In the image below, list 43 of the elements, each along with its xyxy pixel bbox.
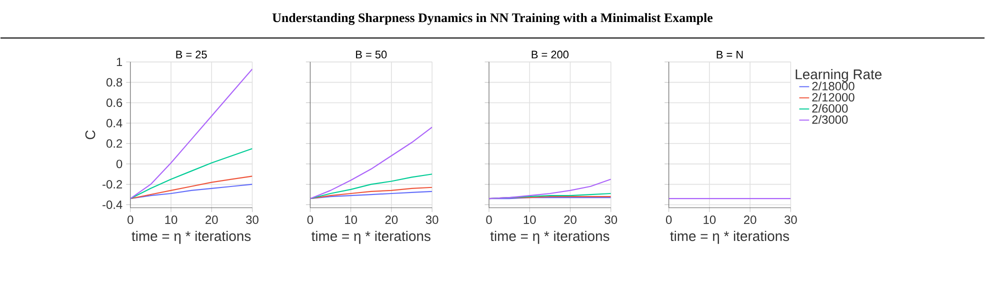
text: Understanding Sharpness Dynamics in NN Training with a Minimalist Example xyxy=(272,13,713,26)
y-tick-label: 0 xyxy=(116,160,122,168)
chart-title: B = N xyxy=(716,51,743,59)
x-tick-label: 20 xyxy=(744,216,756,224)
x-axis-title: time = η * iterations xyxy=(490,230,610,244)
y-tick-label: 0.2 xyxy=(106,139,122,148)
x-tick-label: 0 xyxy=(128,216,134,224)
x-tick-label: 30 xyxy=(246,216,258,224)
line-series xyxy=(130,176,252,200)
chart-title: B = 200 xyxy=(532,50,569,59)
x-tick-label: 0 xyxy=(666,216,672,224)
y-tick-label: -0.4 xyxy=(102,200,122,210)
legend-title: Learning Rate xyxy=(796,69,882,82)
x-tick-label: 30 xyxy=(604,216,618,224)
legend-label: 2/18000 xyxy=(812,82,854,91)
y-tick-label: 1 xyxy=(116,58,122,66)
y-tick-label: -0.2 xyxy=(102,180,122,189)
x-tick-label: 10 xyxy=(165,216,178,224)
y-axis-title: C xyxy=(85,130,96,140)
legend-label: 2/6000 xyxy=(812,104,848,113)
y-tick-label: 0.4 xyxy=(106,119,122,128)
line-series xyxy=(130,68,252,200)
legend-label: 2/12000 xyxy=(812,92,854,102)
x-tick-label: 30 xyxy=(784,216,797,224)
line-series xyxy=(130,184,252,200)
x-tick-label: 30 xyxy=(426,216,438,224)
x-tick-label: 0 xyxy=(307,216,314,224)
y-tick-label: 0.6 xyxy=(106,98,122,108)
x-tick-label: 0 xyxy=(486,216,492,224)
x-tick-label: 10 xyxy=(345,216,357,224)
x-axis-title: time = η * iterations xyxy=(670,230,790,244)
y-tick-label: 0.8 xyxy=(106,78,122,87)
x-tick-label: 20 xyxy=(385,216,398,224)
chart-title: B = 25 xyxy=(176,50,207,59)
legend-label: 2/3000 xyxy=(812,115,848,124)
x-axis-title: time = η * iterations xyxy=(132,230,251,244)
chart-title: B = 50 xyxy=(356,50,387,59)
x-tick-label: 20 xyxy=(206,216,218,224)
x-axis-title: time = η * iterations xyxy=(312,230,430,244)
x-tick-label: 20 xyxy=(564,216,576,224)
x-tick-label: 10 xyxy=(704,216,716,224)
x-tick-label: 10 xyxy=(524,216,536,224)
line-series xyxy=(130,148,252,200)
